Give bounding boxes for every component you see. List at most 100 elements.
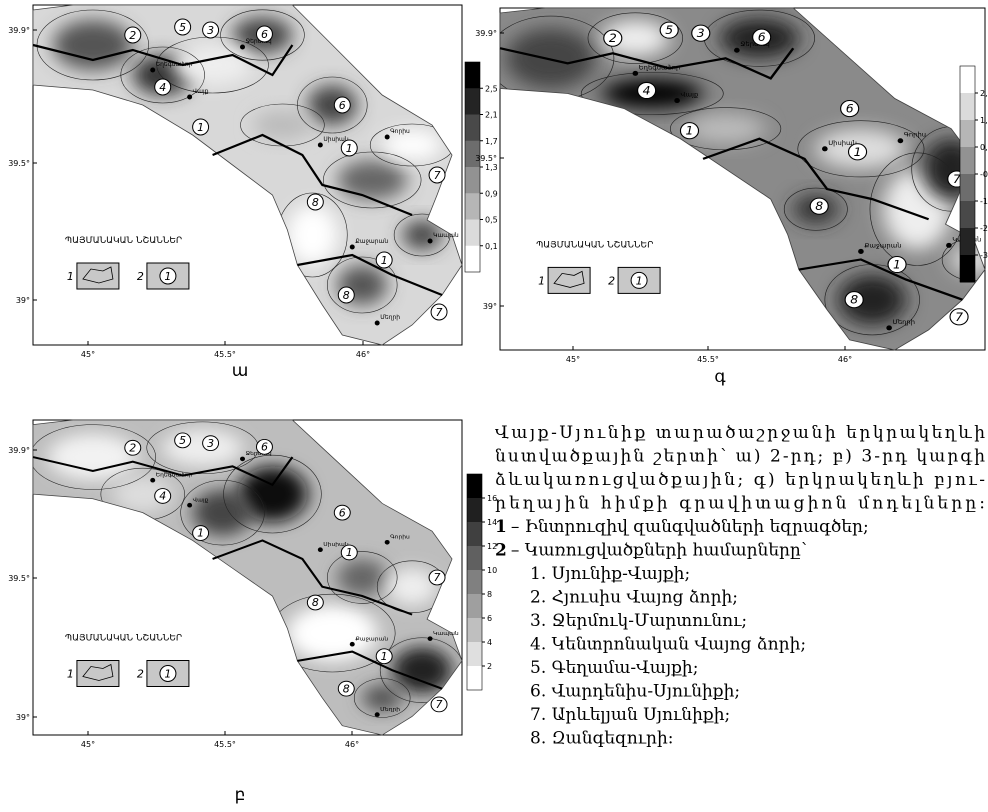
town-name: Ջերմուկ [246,38,272,45]
legend-title: ՊԱՅՄԱՆԱԿԱՆ ՆՇԱՆՆԵՐ [65,236,182,246]
admin-border [702,137,930,221]
structure-item: 3. Ջերմուկ-Մարտունու; [530,611,747,631]
legend-box [76,660,120,687]
structure-number: 6 [758,31,766,44]
colorbar-label: 0,5 [485,216,498,225]
contour-field [33,5,462,345]
structure-number: 1 [854,146,862,159]
structure-marker [124,439,142,456]
structure-number: 5 [179,21,186,34]
town-dot [384,539,390,545]
contour-blob [237,466,308,522]
colorbar-label: 1,5 [980,116,988,125]
town-dot [150,67,156,73]
contour-line [393,213,451,257]
colorbar-step [465,88,480,115]
map-panel: Եղեգնաձոր Վայք Ջերմուկ Սիսիան Գորիս Կապան Քաջա… [8,4,498,381]
town-name: Սիսիան [828,139,857,147]
legend-text: – Կառուցվածքների համարները՝ [511,541,807,561]
structure-item: 6. Վարդենիս-Սյունիքի; [530,682,740,702]
legend-marker [630,271,648,289]
contour-line [120,46,205,104]
admin-border [32,456,294,487]
colorbar-label: 2,5 [485,84,498,93]
town-name: Վայք [193,498,209,504]
colorbar-step [467,666,482,691]
structure-marker [603,29,623,47]
contour-blob [387,568,438,606]
structure-marker [375,648,393,665]
contour-blob [337,160,408,200]
structure-number: 1 [686,124,694,137]
contour-line [379,637,462,703]
admin-border [297,253,443,297]
caption-legend: 1– Ինտրուզիվ զանգվածների եզրագծեր; [495,517,869,537]
contour-blob [337,558,388,597]
legend-marker [159,665,177,682]
structure-number: 8 [343,684,350,696]
town-name: Եղեգնաձոր [156,473,193,479]
structure-number: 5 [179,435,186,447]
town-name: Մեղրի [380,314,400,321]
contour-blob [287,605,378,661]
colorbar-step [960,66,975,94]
structure-number: 6 [339,508,346,520]
caption-line: ձևակառուցվածքային; գ) երկրակեղևի բյու- [495,470,985,490]
colorbar-step [465,167,480,194]
structure-number: 3 [207,438,214,450]
structure-number: 6 [846,102,854,115]
colorbar-label: 2,1 [485,111,498,120]
caption-line: րեղային հիմքի գրավիտացիոն մոդելները: [495,494,985,514]
contour-line [580,72,724,115]
town-name: Գորիս [390,535,410,541]
colorbar-step [467,474,482,499]
colorbar-label: 10 [487,566,497,575]
structure-marker [124,26,142,44]
contour-line [587,12,684,64]
lon-label: 45.5° [214,350,236,359]
town-dot [427,636,433,641]
structure-item: 5. Գեղամա-Վայքի; [530,658,698,678]
contour-blob [287,205,338,265]
colorbar-label: -2,5 [980,224,988,233]
lat-label: 39° [16,713,30,722]
town-dot [632,70,639,76]
colorbar-label: 6 [487,614,492,623]
town-name: Քաջարան [355,637,388,643]
structure-marker [840,100,860,118]
contour-line [220,9,305,61]
structure-marker [337,286,355,304]
town-dot [946,242,952,248]
town-name: Վայք [680,91,698,99]
colorbar-frame [466,473,483,691]
structure-marker [430,303,448,321]
colorbar-step [960,174,975,202]
town-name: Քաջարան [355,238,388,245]
town-dot [886,325,892,331]
contour-blob [601,20,670,57]
colorbar-step [960,147,975,175]
lon-label: 45.5° [697,355,719,364]
legend-outline-sample [82,663,114,681]
town-dot [374,320,380,326]
contour-blob [505,28,596,89]
contour-line [327,256,398,314]
contour-line [223,454,322,534]
panel-label: բ [235,785,246,805]
colorbar-step [465,114,480,142]
structure-marker [154,78,172,96]
lat-label: 39.5° [475,154,497,163]
town-dot [349,641,355,647]
structure-marker [174,18,192,36]
admin-border [212,133,413,217]
colorbar-label: 12 [487,542,497,551]
contour-blob [382,130,443,160]
structure-marker [847,143,868,161]
panel-label: ա [232,361,249,381]
structure-number: 1 [381,651,388,663]
legend-marker-number: 1 [164,270,171,283]
town-name: Սիսիան [323,542,349,548]
town-name: Վայք [193,88,209,95]
legend-number: 1 [67,270,74,283]
town-name: Եղեգնաձոր [639,64,681,72]
